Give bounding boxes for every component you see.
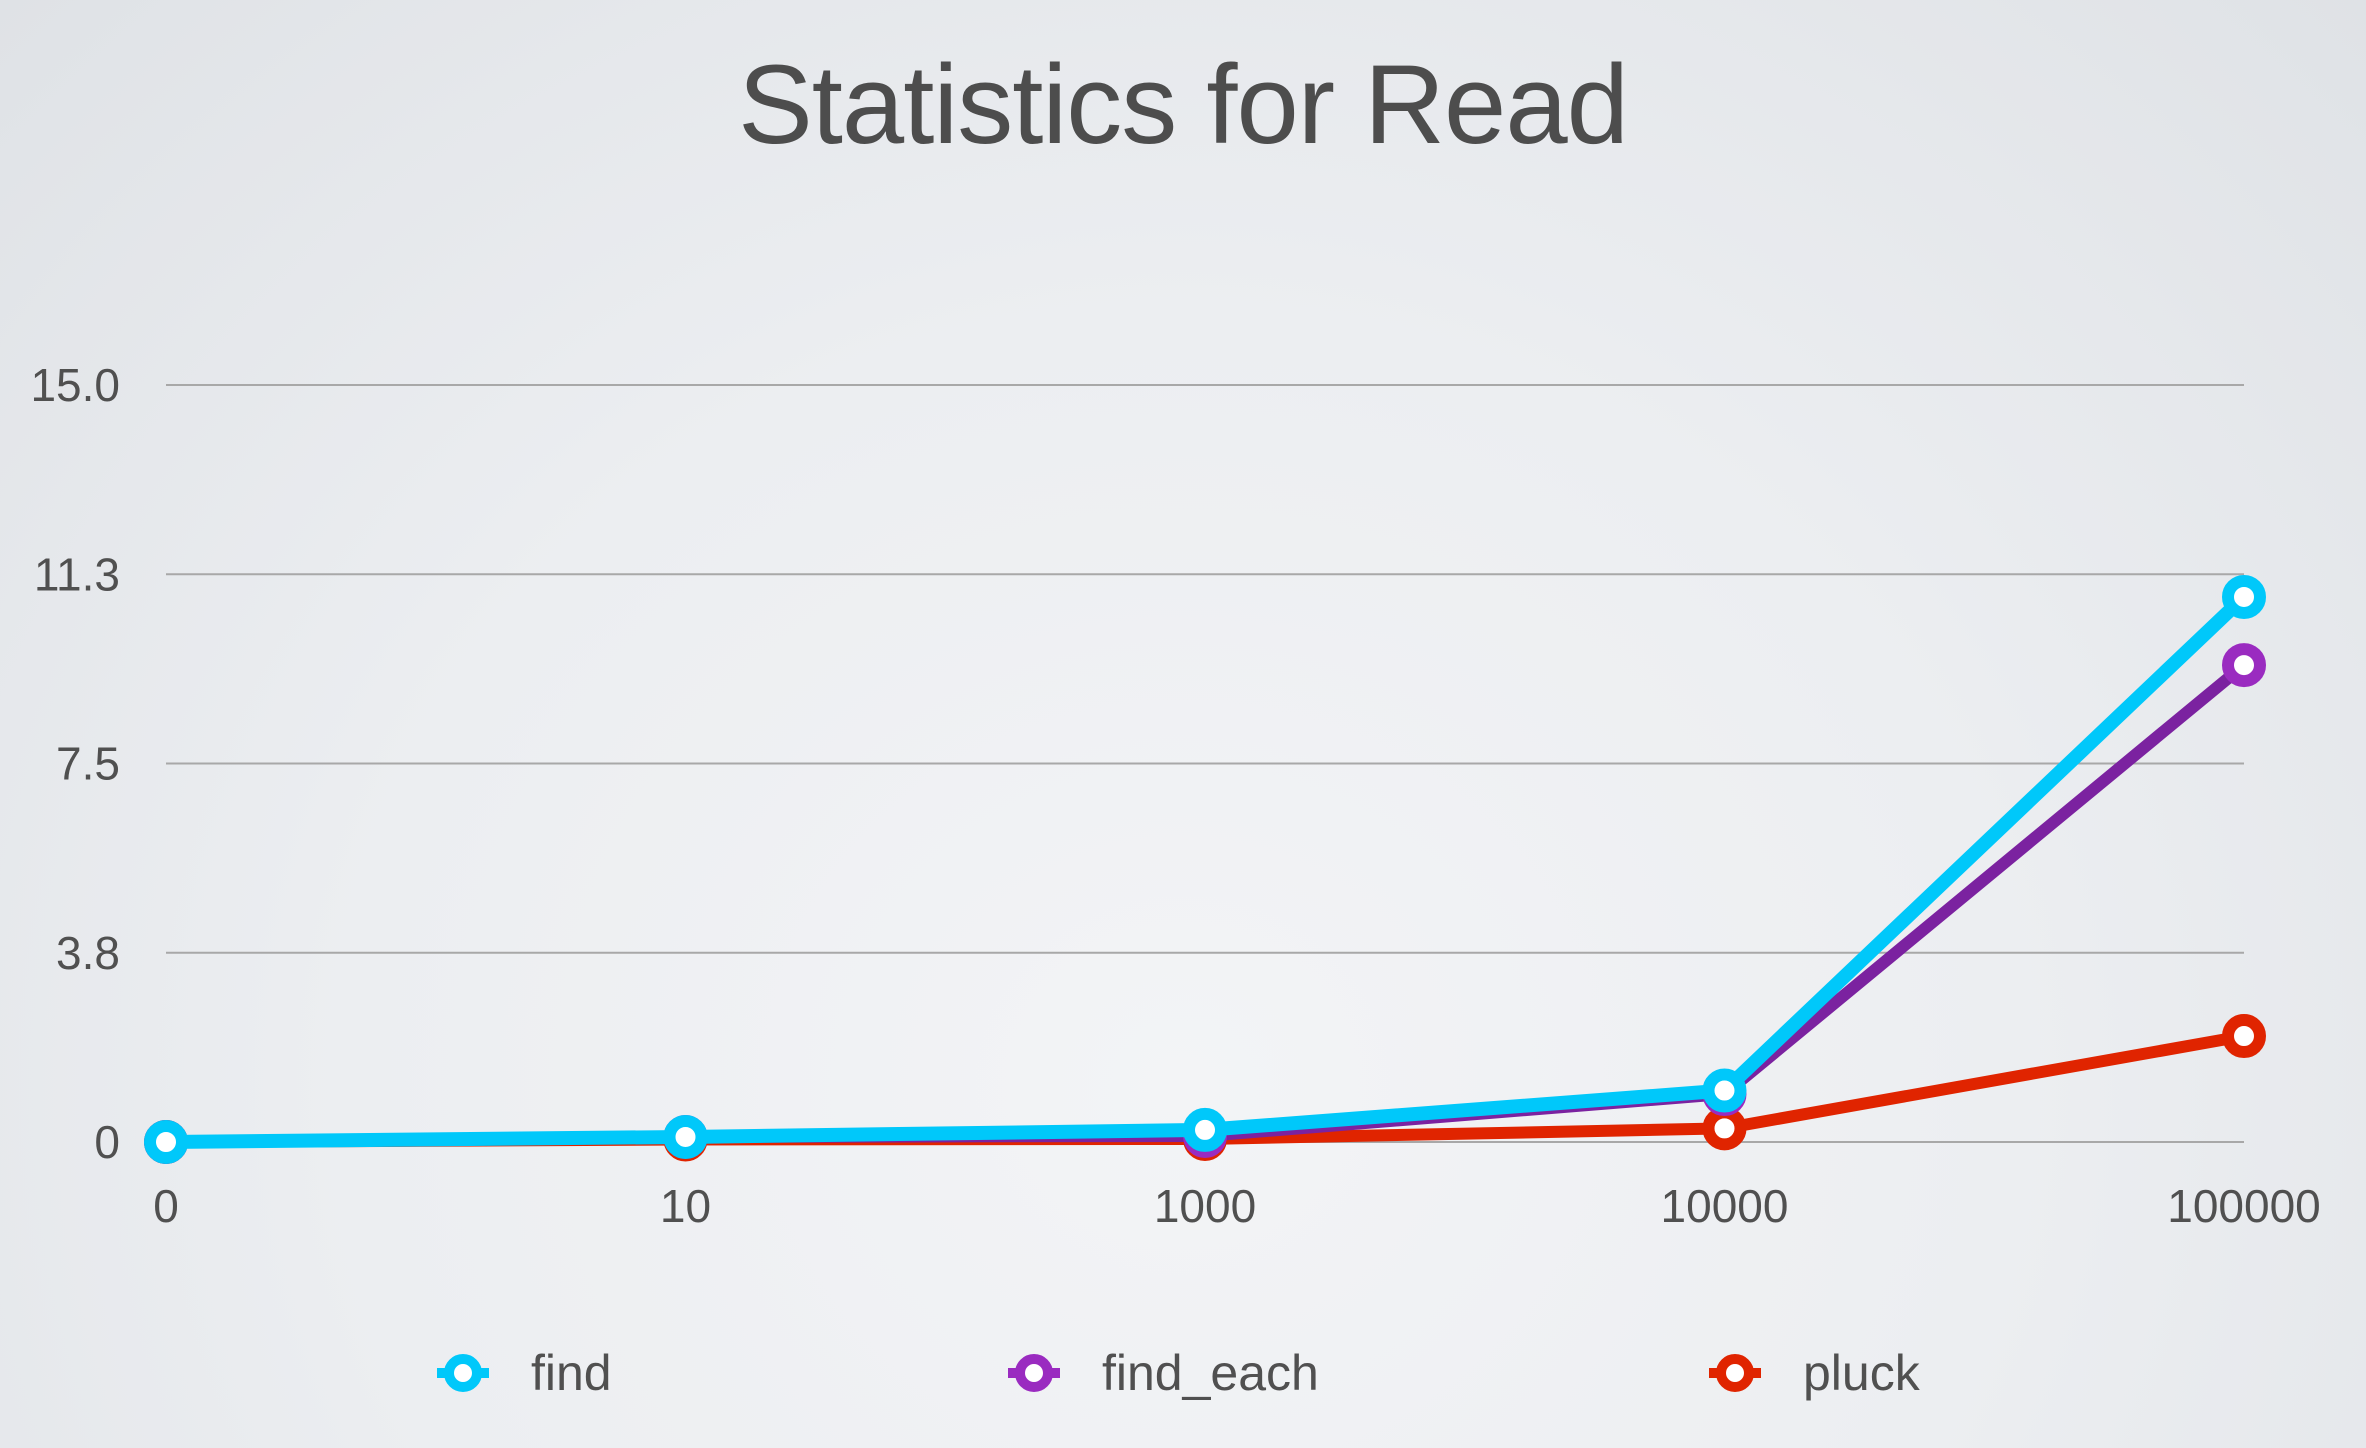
y-tick-label: 15.0: [30, 359, 120, 411]
x-tick-label: 1000: [1154, 1180, 1256, 1232]
series-line-find_each: [165, 660, 2248, 1148]
data-point-pluck: [2222, 1014, 2266, 1059]
data-point-find: [2222, 574, 2266, 619]
y-tick-label: 7.5: [56, 738, 120, 790]
data-point-find: [144, 1120, 188, 1164]
data-point-pluck: [1702, 1106, 1747, 1151]
x-tick-label: 10000: [1661, 1180, 1789, 1232]
legend-marker-find: [444, 1354, 482, 1392]
y-tick-label: 3.8: [56, 927, 120, 979]
y-tick-label: 0: [94, 1116, 120, 1168]
legend-marker-find_each: [1015, 1354, 1053, 1392]
legend-label-find: find: [531, 1345, 612, 1401]
chart-title: Statistics for Read: [738, 42, 1629, 167]
series-line-find: [165, 591, 2249, 1149]
x-tick-label: 10: [660, 1180, 711, 1232]
legend-label-pluck: pluck: [1803, 1345, 1921, 1401]
legend-marker-pluck: [1716, 1354, 1754, 1392]
y-tick-label: 11.3: [34, 548, 120, 600]
x-tick-label: 100000: [2167, 1180, 2321, 1232]
data-point-find: [1702, 1068, 1747, 1113]
data-point-find: [663, 1114, 708, 1159]
x-tick-label: 0: [153, 1180, 179, 1232]
data-point-find_each: [2222, 643, 2266, 688]
legend-label-find_each: find_each: [1102, 1345, 1319, 1401]
data-point-find: [1183, 1107, 1227, 1152]
